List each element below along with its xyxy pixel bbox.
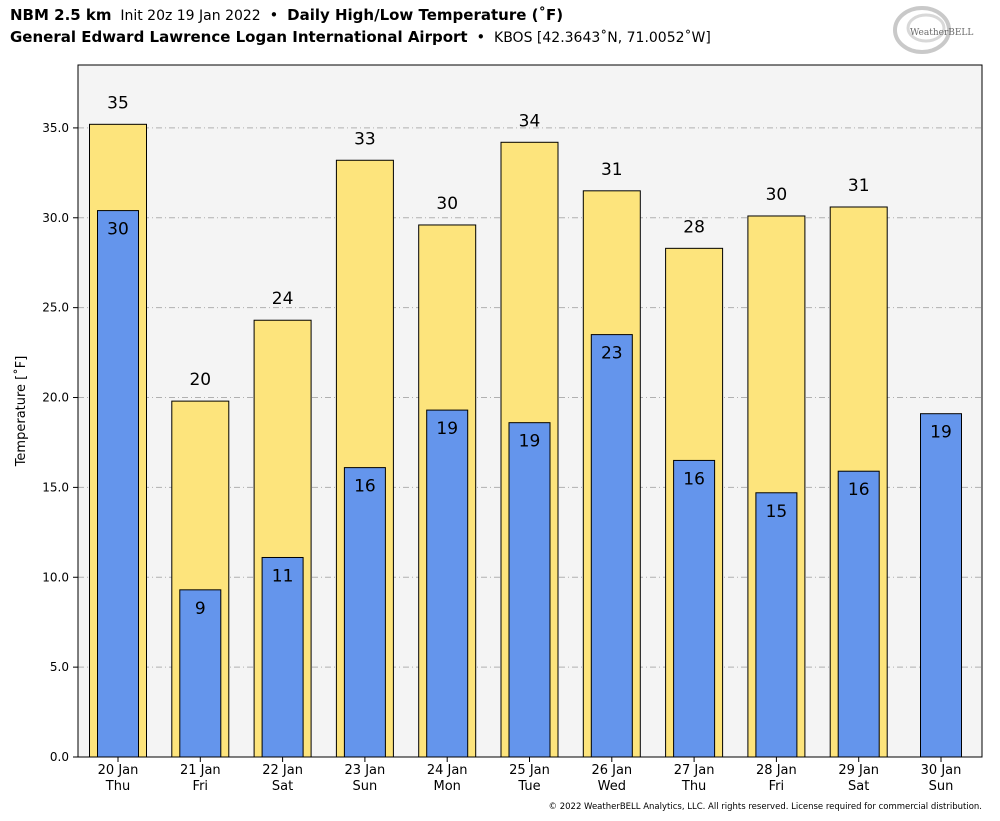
low-temp-bar [97,210,139,758]
high-temp-label: 30 [766,185,788,205]
title-separator: • [269,6,278,24]
y-axis-label: Temperature [˚F] [13,356,29,468]
low-temp-bar [179,589,222,758]
x-tick-date: 26 Jan [591,763,632,778]
y-tick-label: 25.0 [42,301,69,315]
x-tick-date: 22 Jan [262,763,303,778]
x-tick-date: 23 Jan [345,763,386,778]
product-name: Daily High/Low Temperature (˚F) [287,6,563,24]
x-tick-day: Mon [433,779,460,794]
low-temp-label: 16 [683,469,705,489]
x-tick-day: Thu [681,779,706,794]
x-tick-date: 25 Jan [509,763,550,778]
x-tick-day: Sun [929,779,954,794]
bars [89,123,962,758]
low-temp-bar [673,459,716,758]
x-tick-date: 21 Jan [180,763,221,778]
x-tick-day: Sat [272,779,293,794]
low-temp-bar [261,556,304,758]
x-tick-day: Fri [193,779,209,794]
high-temp-label: 28 [683,217,705,237]
chart-title-line2: General Edward Lawrence Logan Internatio… [10,28,711,46]
low-temp-label: 30 [107,220,129,240]
low-temp-label: 9 [195,599,206,619]
station-coordinates: KBOS [42.3643˚N, 71.0052˚W] [494,29,711,46]
low-temp-label: 23 [601,344,623,364]
high-temp-label: 35 [107,93,129,113]
low-temp-label: 15 [766,502,788,522]
x-tick-date: 28 Jan [756,763,797,778]
y-tick-label: 30.0 [42,211,69,225]
y-tick-label: 35.0 [42,121,69,135]
high-temp-label: 24 [272,289,294,309]
x-tick-day: Sun [353,779,378,794]
high-temp-label: 31 [848,176,870,196]
value-labels: 35 30 20 9 24 11 33 16 30 19 34 19 31 23 28 16 30 15 31 16 1… [107,93,952,619]
location-separator: • [476,28,485,46]
x-tick-day: Sat [848,779,869,794]
x-tick-day: Thu [105,779,130,794]
y-tick-label: 10.0 [42,570,69,584]
low-temp-bar [590,334,633,758]
low-temp-bar [426,409,469,758]
low-temp-label: 11 [272,566,294,586]
low-temp-bar [343,467,386,758]
x-tick-day: Tue [517,779,540,794]
y-tick-label: 20.0 [42,391,69,405]
y-tick-label: 15.0 [42,480,69,494]
high-temp-label: 20 [189,370,211,390]
y-axis: 0.0 5.0 10.0 15.0 20.0 25.0 30.0 35.0 [42,121,78,764]
x-tick-date: 30 Jan [921,763,962,778]
low-temp-label: 19 [519,432,541,452]
high-temp-label: 33 [354,129,376,149]
y-tick-label: 0.0 [50,750,69,764]
x-tick-day: Fri [769,779,785,794]
weatherbell-logo: WeatherBELL [893,6,973,54]
x-tick-date: 29 Jan [838,763,879,778]
copyright-notice: © 2022 WeatherBELL Analytics, LLC. All r… [549,802,982,812]
x-tick-date: 27 Jan [674,763,715,778]
x-tick-day: Wed [598,779,626,794]
x-tick-date: 24 Jan [427,763,468,778]
low-temp-label: 19 [436,419,458,439]
x-tick-date: 20 Jan [98,763,139,778]
y-tick-label: 5.0 [50,660,69,674]
low-temp-label: 16 [848,480,870,500]
location-name: General Edward Lawrence Logan Internatio… [10,28,468,46]
high-temp-label: 34 [519,111,541,131]
low-temp-bar [837,470,880,758]
low-temp-bar [920,413,962,758]
low-temp-bar [508,422,551,758]
low-temp-bar [755,492,798,758]
chart-title-line1: NBM 2.5 km Init 20z 19 Jan 2022 • Daily … [10,6,563,24]
high-temp-label: 30 [436,194,458,214]
low-temp-label: 16 [354,477,376,497]
model-name: NBM 2.5 km [10,6,112,24]
init-time: Init 20z 19 Jan 2022 [120,8,260,24]
low-temp-label: 19 [930,423,952,443]
logo-text: WeatherBELL [910,28,973,38]
high-temp-label: 31 [601,160,623,180]
